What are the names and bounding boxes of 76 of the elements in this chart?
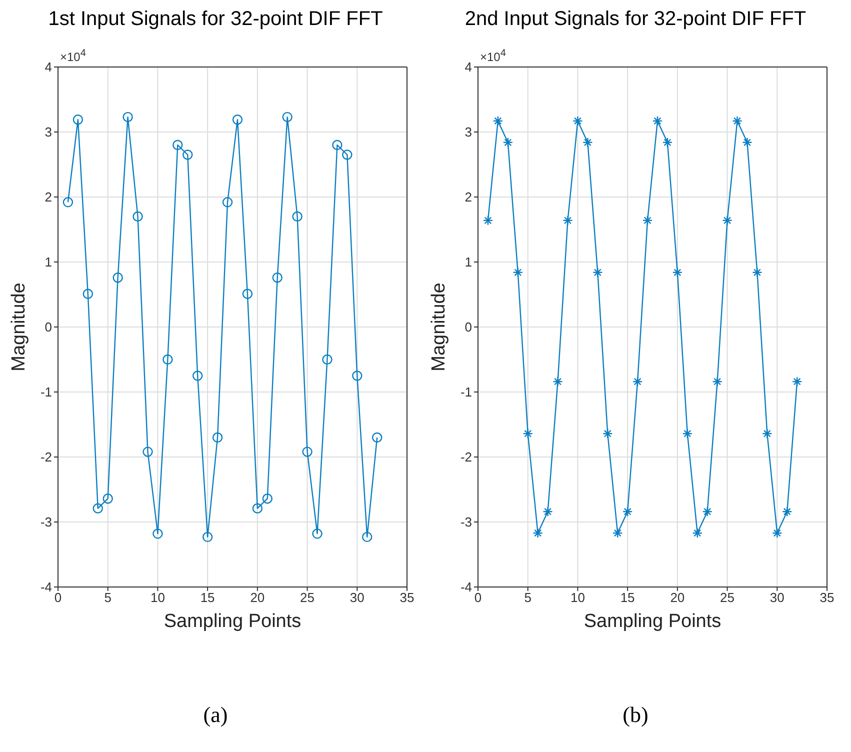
point [362,532,372,542]
y-tick-label: -3 [460,514,472,530]
x-tick-label: 30 [770,590,784,606]
point [92,503,103,514]
point [112,272,123,283]
point [202,532,213,542]
point [72,114,84,125]
point [132,211,143,222]
y-tick-label: -1 [460,384,472,400]
point [322,354,332,365]
point [302,446,312,457]
x-tick-label: 0 [54,590,62,606]
point [122,112,133,122]
point [152,528,163,539]
x-axis-title: Sampling Points [164,611,302,632]
point [142,446,153,457]
y-tick-label: 2 [44,190,52,205]
y-tick-label: -4 [460,580,472,595]
point [282,112,292,122]
x-axis-title: Sampling Points [584,611,722,632]
x-tick-label: 10 [150,590,165,606]
y-tick-label: -4 [40,580,52,595]
y-tick-label: -2 [40,450,52,465]
point [82,288,94,299]
point [332,140,342,150]
x-tick-label: 20 [250,590,265,606]
point [252,503,263,514]
y-axis-title: Magnitude [8,282,30,372]
text: (b) [622,702,648,727]
y-tick-label: -1 [40,384,52,400]
y-tick-label: 3 [464,124,472,140]
y-tick-label: 4 [464,60,472,75]
x-tick-label: 15 [620,590,635,606]
point [192,370,203,381]
point [62,197,74,208]
x-tick-label: 15 [200,590,215,606]
y-tick-label: 4 [44,60,52,75]
y-tick-label: 2 [464,190,472,205]
x-tick-label: 10 [570,590,585,606]
y-axis-title: Magnitude [428,282,450,372]
point [312,528,322,539]
point [232,114,243,125]
y-tick-label: -2 [460,450,472,465]
y-tick-label: 0 [44,320,52,335]
text: ×10$^{4}$ [480,48,506,64]
x-tick-label: 5 [104,590,112,606]
x-tick-label: 25 [720,590,735,606]
x-tick-label: 0 [474,590,482,606]
point [272,272,282,283]
point [292,211,302,222]
point [182,150,193,160]
x-tick-label: 25 [300,590,315,606]
chart-title: 2nd Input Signals for 32-point DIF FFT [464,8,808,32]
y-tick-label: 1 [464,254,472,270]
y-tick-label: -3 [40,514,52,530]
y-tick-label: 1 [44,254,52,270]
point [172,140,183,150]
point [352,370,362,381]
point [222,197,233,208]
chart-title: 1st Input Signals for 32-point DIF FFT [47,8,384,32]
point [372,432,382,443]
text: ×10$^{4}$ [60,48,86,64]
x-tick-label: 20 [670,590,685,606]
point [262,494,272,504]
point [162,354,173,365]
point [242,288,253,299]
point [342,150,352,160]
x-tick-label: 5 [524,590,532,606]
x-tick-label: 35 [820,590,834,606]
point [102,494,113,504]
y-tick-label: 0 [464,320,472,335]
x-tick-label: 30 [350,590,364,606]
y-tick-label: 3 [44,124,52,140]
x-tick-label: 35 [400,590,414,606]
text: (a) [203,702,228,727]
point [212,432,223,443]
